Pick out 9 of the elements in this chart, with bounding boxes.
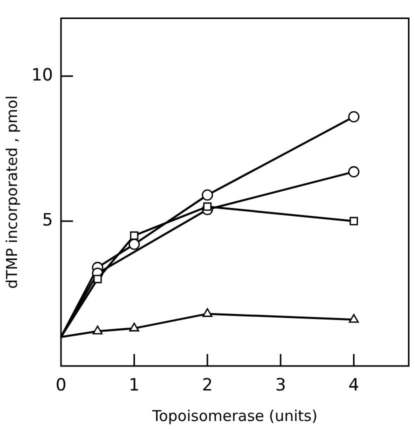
y-tick-label: 10: [31, 66, 53, 86]
x-tick-label: 3: [275, 376, 286, 396]
y-axis-title: dTMP incorporated , pmol: [2, 96, 21, 289]
y-tick-label: 5: [42, 210, 53, 231]
x-axis-title: Topoisomerase (units): [151, 406, 318, 425]
x-tick-label: 2: [202, 376, 213, 396]
x-tick-label: 4: [348, 376, 360, 396]
x-tick-label: 0: [56, 376, 66, 396]
x-tick-label: 1: [128, 376, 140, 396]
